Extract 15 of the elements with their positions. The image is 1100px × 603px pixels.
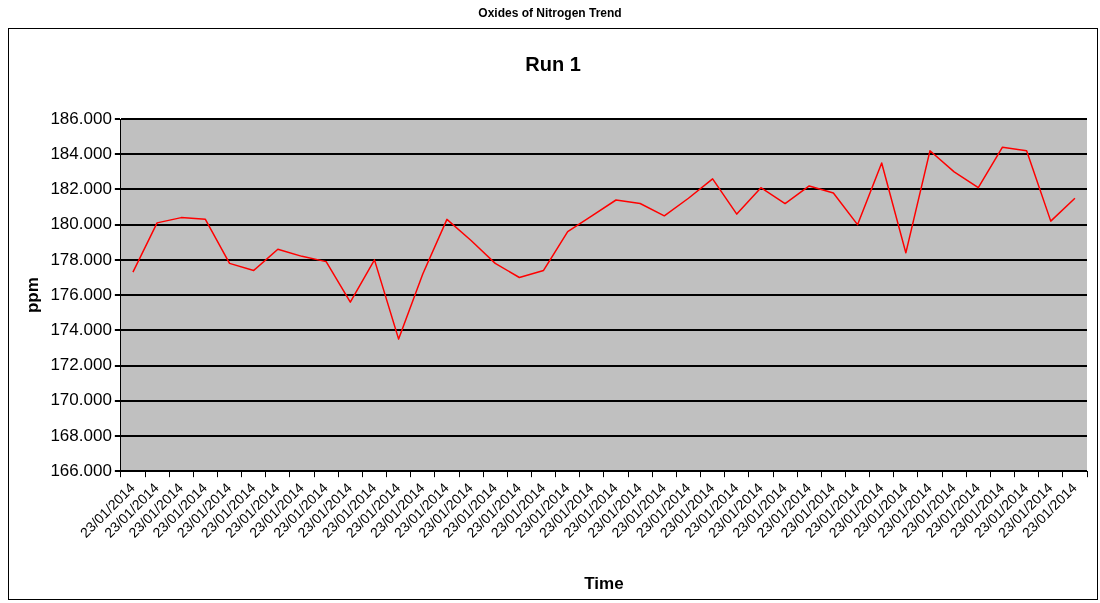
y-axis-title: ppm: [22, 277, 42, 314]
y-tick-label: 176.000: [50, 284, 112, 304]
y-tick-label: 174.000: [50, 319, 112, 339]
y-tick-label: 170.000: [50, 390, 112, 410]
y-tick-label: 180.000: [50, 214, 112, 234]
y-tick-label: 184.000: [50, 143, 112, 163]
y-tick-label: 166.000: [50, 460, 112, 480]
y-tick-label: 172.000: [50, 355, 112, 375]
y-tick-label: 178.000: [50, 249, 112, 269]
chart-subtitle: Run 1: [525, 52, 581, 75]
y-tick-label: 182.000: [50, 179, 112, 199]
y-tick-label: 168.000: [50, 425, 112, 445]
x-axis-title: Time: [584, 574, 624, 594]
y-tick-label: 186.000: [50, 108, 112, 128]
chart-title: Oxides of Nitrogen Trend: [477, 6, 623, 20]
